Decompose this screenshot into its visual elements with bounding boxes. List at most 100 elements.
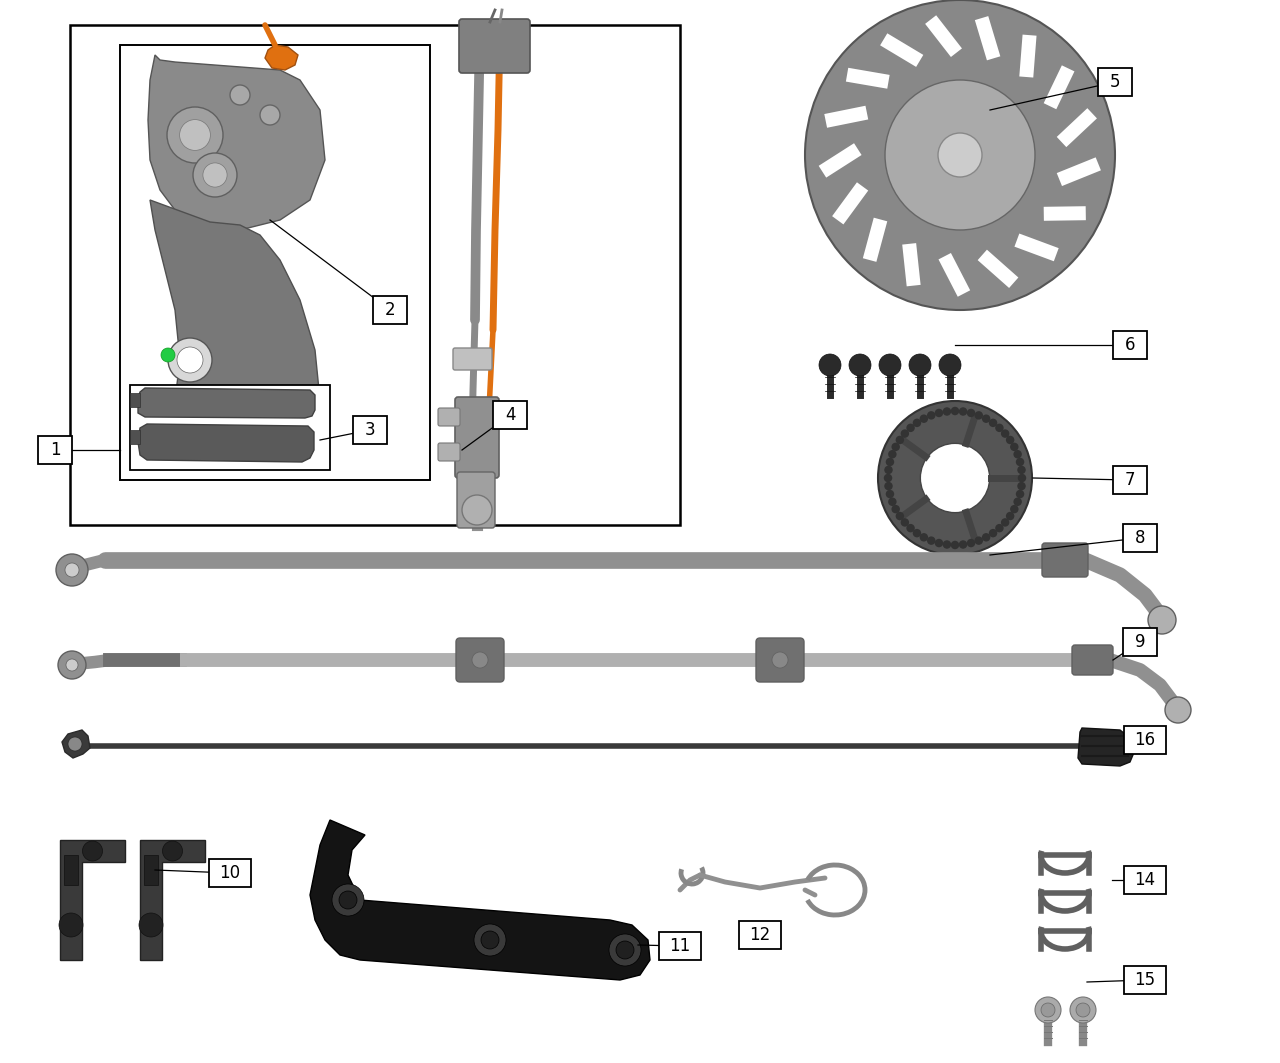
Bar [493, 401, 527, 429]
Bar [1124, 966, 1166, 994]
Circle shape [772, 652, 788, 668]
Bar [1123, 628, 1157, 656]
Circle shape [230, 420, 250, 440]
Text: 5: 5 [1110, 73, 1120, 91]
Circle shape [951, 407, 959, 416]
Circle shape [974, 411, 983, 420]
Circle shape [805, 0, 1115, 310]
Circle shape [934, 408, 943, 417]
Circle shape [1014, 497, 1021, 506]
Polygon shape [846, 68, 890, 88]
Polygon shape [138, 388, 315, 418]
Text: 2: 2 [385, 301, 396, 319]
Circle shape [888, 497, 896, 506]
FancyBboxPatch shape [456, 638, 504, 682]
Circle shape [1018, 474, 1027, 483]
Polygon shape [1043, 206, 1085, 221]
Bar [353, 416, 387, 444]
Bar [1114, 331, 1147, 359]
Circle shape [879, 354, 901, 376]
Polygon shape [60, 840, 125, 960]
Circle shape [886, 490, 895, 499]
Circle shape [161, 348, 175, 362]
Polygon shape [819, 144, 861, 178]
Circle shape [906, 524, 915, 533]
Circle shape [68, 737, 82, 750]
Text: 11: 11 [669, 937, 691, 955]
Circle shape [1041, 1003, 1055, 1017]
Polygon shape [1057, 108, 1097, 147]
Polygon shape [145, 200, 320, 465]
Circle shape [1018, 482, 1025, 490]
Circle shape [883, 474, 892, 483]
Circle shape [927, 411, 936, 420]
Circle shape [995, 524, 1004, 533]
Text: 15: 15 [1134, 971, 1156, 989]
Circle shape [1070, 997, 1096, 1023]
Bar [70, 26, 680, 525]
FancyBboxPatch shape [457, 472, 495, 528]
Circle shape [1165, 697, 1190, 723]
Circle shape [616, 941, 634, 959]
Circle shape [913, 419, 922, 427]
Circle shape [849, 354, 870, 376]
Circle shape [906, 424, 915, 432]
Circle shape [896, 436, 904, 444]
Circle shape [989, 529, 997, 538]
Polygon shape [978, 250, 1019, 288]
Circle shape [67, 659, 78, 671]
Polygon shape [140, 840, 205, 960]
Circle shape [56, 554, 88, 586]
Circle shape [884, 466, 892, 474]
FancyBboxPatch shape [756, 638, 804, 682]
Circle shape [474, 924, 506, 956]
Circle shape [260, 105, 280, 125]
Circle shape [58, 651, 86, 679]
Circle shape [462, 495, 492, 525]
Circle shape [942, 407, 951, 416]
Circle shape [339, 891, 357, 909]
FancyBboxPatch shape [438, 443, 460, 461]
FancyBboxPatch shape [438, 408, 460, 426]
Polygon shape [310, 820, 650, 980]
Text: 3: 3 [365, 421, 375, 439]
Circle shape [974, 537, 983, 545]
Polygon shape [1043, 65, 1074, 109]
Circle shape [966, 539, 975, 547]
Text: 1: 1 [50, 441, 60, 459]
Circle shape [940, 354, 961, 376]
Circle shape [966, 408, 975, 417]
Circle shape [959, 407, 968, 416]
Circle shape [1001, 429, 1010, 438]
Text: 4: 4 [504, 406, 516, 424]
Text: 16: 16 [1134, 731, 1156, 749]
Text: 7: 7 [1125, 471, 1135, 489]
Circle shape [193, 153, 237, 197]
Circle shape [909, 354, 931, 376]
FancyBboxPatch shape [454, 396, 499, 478]
Bar [145, 855, 157, 885]
Circle shape [82, 841, 102, 861]
Polygon shape [938, 253, 970, 297]
Circle shape [140, 913, 163, 937]
Polygon shape [1019, 35, 1037, 78]
Circle shape [65, 563, 79, 577]
FancyBboxPatch shape [453, 348, 492, 370]
FancyBboxPatch shape [1042, 543, 1088, 577]
Bar [1114, 466, 1147, 494]
Polygon shape [881, 33, 923, 67]
Circle shape [927, 537, 936, 545]
Bar [1098, 68, 1132, 96]
Polygon shape [148, 55, 325, 230]
Circle shape [168, 338, 212, 382]
Circle shape [951, 541, 959, 550]
Circle shape [1016, 490, 1024, 499]
Circle shape [891, 505, 900, 513]
Text: 6: 6 [1125, 336, 1135, 354]
Circle shape [1006, 511, 1014, 520]
Bar [38, 436, 72, 465]
Polygon shape [975, 16, 1001, 61]
FancyBboxPatch shape [1073, 645, 1114, 675]
Circle shape [609, 934, 641, 966]
Text: 12: 12 [749, 926, 771, 944]
